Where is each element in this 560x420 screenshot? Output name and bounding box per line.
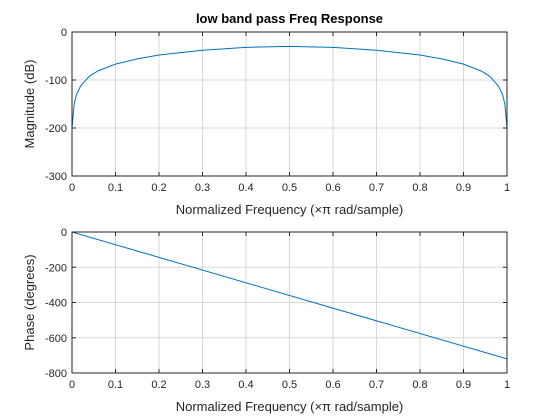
y-tick-label: -400	[45, 298, 67, 310]
y-tick-label: -200	[45, 123, 67, 135]
x-tick-label: 0.5	[282, 182, 297, 194]
x-tick-label: 0.4	[238, 182, 253, 194]
series-line	[71, 231, 508, 360]
x-tick-label: 0.9	[456, 379, 471, 391]
y-tick-label: -800	[45, 368, 67, 380]
x-tick-label: 0.7	[369, 182, 384, 194]
y-tick-label: -300	[45, 171, 67, 183]
chart-title: low band pass Freq Response	[196, 11, 383, 26]
x-tick-label: 0.8	[412, 379, 427, 391]
magnitude-axes: 0 0.1 0.2 0.3 0.4 0.5 0.6 0.7 0.8 0.9 1 0 -100 -200 -3…	[22, 11, 510, 217]
x-tick-label: 0	[69, 379, 75, 391]
x-tick-label: 0.8	[412, 182, 427, 194]
x-tick-label: 0.1	[108, 182, 123, 194]
axes-frame	[71, 31, 508, 177]
x-tick-label: 1	[504, 182, 510, 194]
x-tick-label: 0.5	[282, 379, 297, 391]
x-tick-label: 0.4	[238, 379, 253, 391]
x-tick-label: 0.3	[195, 379, 210, 391]
series-line	[71, 45, 508, 129]
x-tick-label: 0.6	[325, 182, 340, 194]
x-tick-label: 0.6	[325, 379, 340, 391]
phase-axes: 0 0.1 0.2 0.3 0.4 0.5 0.6 0.7 0.8 0.9 1 0 -200 -400 -6…	[22, 227, 510, 414]
x-tick-label: 1	[504, 379, 510, 391]
y-tick-label: -100	[45, 75, 67, 87]
y-axis-label: Phase (degrees)	[22, 254, 37, 350]
y-tick-label: 0	[61, 27, 67, 39]
x-tick-label: 0.9	[456, 182, 471, 194]
y-tick-label: 0	[61, 227, 67, 239]
x-tick-label: 0	[69, 182, 75, 194]
x-axis-label: Normalized Frequency (×π rad/sample)	[176, 399, 404, 414]
x-tick-label: 0.3	[195, 182, 210, 194]
y-axis-label: Magnitude (dB)	[22, 60, 37, 149]
x-axis-label: Normalized Frequency (×π rad/sample)	[176, 202, 404, 217]
x-tick-label: 0.7	[369, 379, 384, 391]
x-tick-label: 0.1	[108, 379, 123, 391]
x-tick-label: 0.2	[151, 379, 166, 391]
x-tick-label: 0.2	[151, 182, 166, 194]
y-tick-label: -200	[45, 262, 67, 274]
axes-frame	[71, 231, 508, 374]
y-tick-label: -600	[45, 333, 67, 345]
